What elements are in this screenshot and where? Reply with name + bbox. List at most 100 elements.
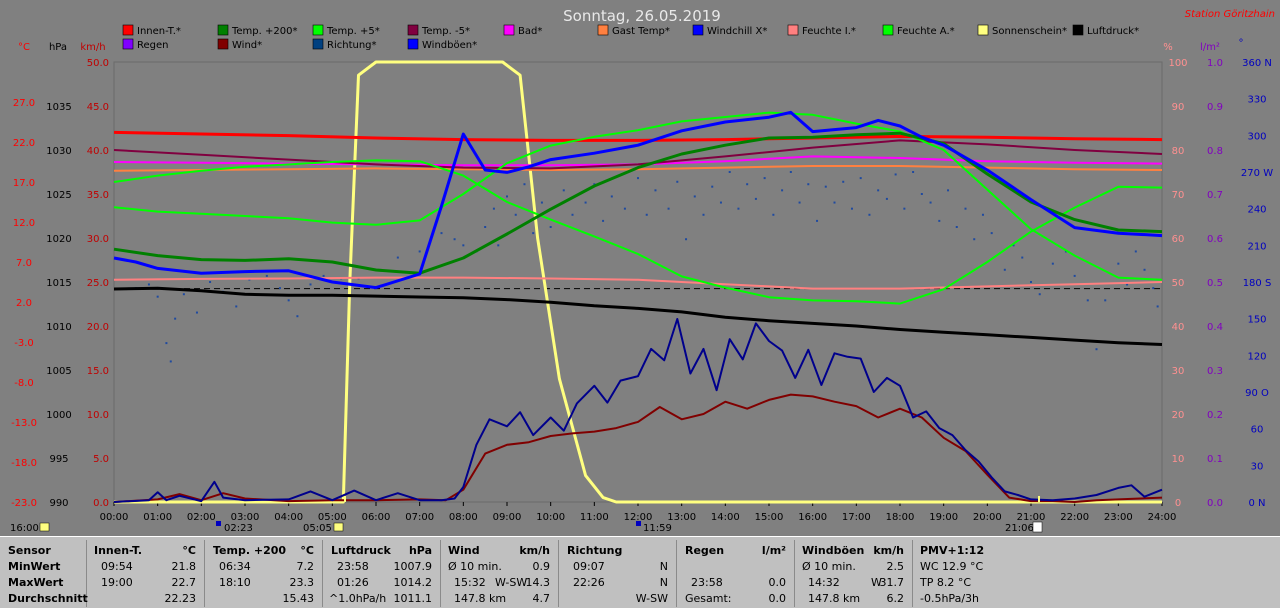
- stats-luftdruck-min-time: 23:58: [337, 560, 369, 573]
- direction-point: [964, 207, 967, 210]
- x-tick-label: 16:00: [798, 512, 827, 523]
- direction-point: [169, 360, 172, 363]
- y-tick-pressure: 1025: [46, 190, 71, 201]
- y-tick-wind: 20.0: [87, 322, 109, 333]
- y-tick-pressure: 1010: [46, 322, 71, 333]
- direction-point: [754, 197, 757, 200]
- legend-swatch: [312, 38, 324, 50]
- legend-label: Luftdruck*: [1087, 26, 1139, 37]
- axis-header-rain: l/m²: [1200, 42, 1220, 53]
- direction-point: [418, 250, 421, 253]
- y-tick-humidity: 90: [1172, 102, 1185, 113]
- y-tick-wind: 40.0: [87, 146, 109, 157]
- x-tick-label: 04:00: [274, 512, 303, 523]
- y-tick-humidity: 60: [1172, 234, 1185, 245]
- y-tick-direction: 330: [1247, 95, 1266, 106]
- series-line: [113, 139, 1163, 170]
- y-tick-pressure: 990: [49, 498, 68, 509]
- y-tick-wind: 15.0: [87, 366, 109, 377]
- direction-point: [719, 201, 722, 204]
- stats-pmv-dewpoint: TP 8.2 °C: [920, 576, 972, 589]
- y-tick-rain: 0.1: [1207, 454, 1223, 465]
- stats-col-pmv: PMV+1:12 WC 12.9 °C TP 8.2 °C -0.5hPa/3h: [913, 540, 1013, 607]
- y-tick-direction: 180 S: [1243, 278, 1272, 289]
- marker-sunset-label: 21:06: [1005, 523, 1034, 534]
- direction-point: [676, 180, 679, 183]
- y-tick-temp: -18.0: [11, 458, 37, 469]
- direction-point: [440, 232, 443, 235]
- y-tick-rain: 1.0: [1207, 58, 1223, 69]
- direction-point: [842, 180, 845, 183]
- direction-point: [287, 299, 290, 302]
- marker-left-label: 16:00: [10, 523, 39, 534]
- direction-point: [920, 193, 923, 195]
- stats-regen-title: Regen: [685, 544, 725, 557]
- stats-regen-total: 0.0: [768, 592, 787, 605]
- axis-header-humidity: %: [1163, 42, 1173, 53]
- legend-swatch: [122, 24, 134, 36]
- stats-temp200-min-val: 7.2: [296, 560, 315, 573]
- y-tick-direction: 60: [1251, 425, 1264, 436]
- direction-point: [453, 238, 456, 241]
- y-tick-rain: 0.9: [1207, 102, 1223, 113]
- direction-point: [868, 213, 871, 216]
- legend-swatch: [977, 24, 989, 36]
- direction-point: [702, 213, 705, 216]
- stats-col-temp200: Temp. +200 °C 06:34 7.2 18:10 23.3 15.43: [205, 540, 323, 607]
- y-tick-direction: 210: [1247, 241, 1266, 252]
- y-tick-wind: 30.0: [87, 234, 109, 245]
- stats-luftdruck-max-val: 1014.2: [393, 576, 433, 589]
- chart-axes: °C hPa km/h% l/m² ° 27.0 22.0 17.0 12.0 7.0 2.0 -3.…: [11, 38, 1273, 523]
- y-tick-rain: 0.5: [1207, 278, 1223, 289]
- series-line: [113, 318, 1163, 503]
- stats-wind-unit: km/h: [519, 544, 550, 557]
- legend-swatch: [407, 24, 419, 36]
- y-tick-humidity: 30: [1172, 366, 1185, 377]
- direction-point: [462, 244, 465, 247]
- direction-point: [746, 183, 749, 186]
- direction-point: [973, 238, 976, 241]
- series-line: [113, 130, 1163, 142]
- time-markers: 16:00 02:23 05:05 11:59 21:06: [10, 496, 1043, 534]
- stats-col-regen: Regen l/m² 23:58 0.0 Gesamt: 0.0: [677, 540, 795, 607]
- direction-point: [571, 213, 574, 216]
- direction-point: [685, 238, 688, 241]
- stats-innen-min-time: 09:54: [101, 560, 133, 573]
- series-line: [114, 60, 1162, 504]
- plot-area: [113, 60, 1163, 504]
- marker-sunrise2-label: 05:05: [303, 523, 332, 534]
- legend-label: Sonnenschein*: [992, 26, 1067, 37]
- stats-pmv-windchill: WC 12.9 °C: [920, 560, 984, 573]
- y-tick-direction: 0 N: [1248, 498, 1265, 509]
- direction-point: [309, 283, 312, 286]
- stats-temp200-unit: °C: [300, 544, 314, 557]
- direction-point: [1104, 299, 1107, 302]
- x-tick-label: 21:00: [1017, 512, 1046, 523]
- direction-point: [1126, 283, 1129, 286]
- legend-swatch: [312, 24, 324, 36]
- legend-swatch: [692, 24, 704, 36]
- stats-col-richtung: Richtung 09:07 N 22:26 N W-SW: [559, 540, 677, 607]
- direction-point: [209, 281, 212, 283]
- stats-innen-title: Innen-T.: [94, 544, 143, 557]
- direction-point: [929, 201, 932, 204]
- stats-temp200-max-val: 23.3: [289, 576, 315, 589]
- legend-swatch: [217, 24, 229, 36]
- direction-point: [1117, 262, 1120, 265]
- direction-point: [645, 213, 648, 216]
- stats-luftdruck-title: Luftdruck: [331, 544, 391, 557]
- direction-point: [637, 177, 639, 180]
- y-tick-humidity: 40: [1172, 322, 1185, 333]
- marker-noon-label: 11:59: [643, 523, 672, 534]
- direction-point: [265, 274, 268, 277]
- y-tick-humidity: 80: [1172, 146, 1185, 157]
- direction-point: [1095, 348, 1098, 351]
- direction-point: [833, 201, 836, 204]
- direction-point: [1003, 268, 1006, 271]
- direction-point: [947, 189, 950, 192]
- y-tick-wind: 50.0: [87, 58, 109, 69]
- stats-regen-total-label: Gesamt:: [685, 592, 732, 605]
- stats-temp200-title: Temp. +200: [213, 544, 287, 557]
- stats-wind-min-val: 0.9: [532, 560, 551, 573]
- axis-header-pressure: hPa: [49, 42, 67, 53]
